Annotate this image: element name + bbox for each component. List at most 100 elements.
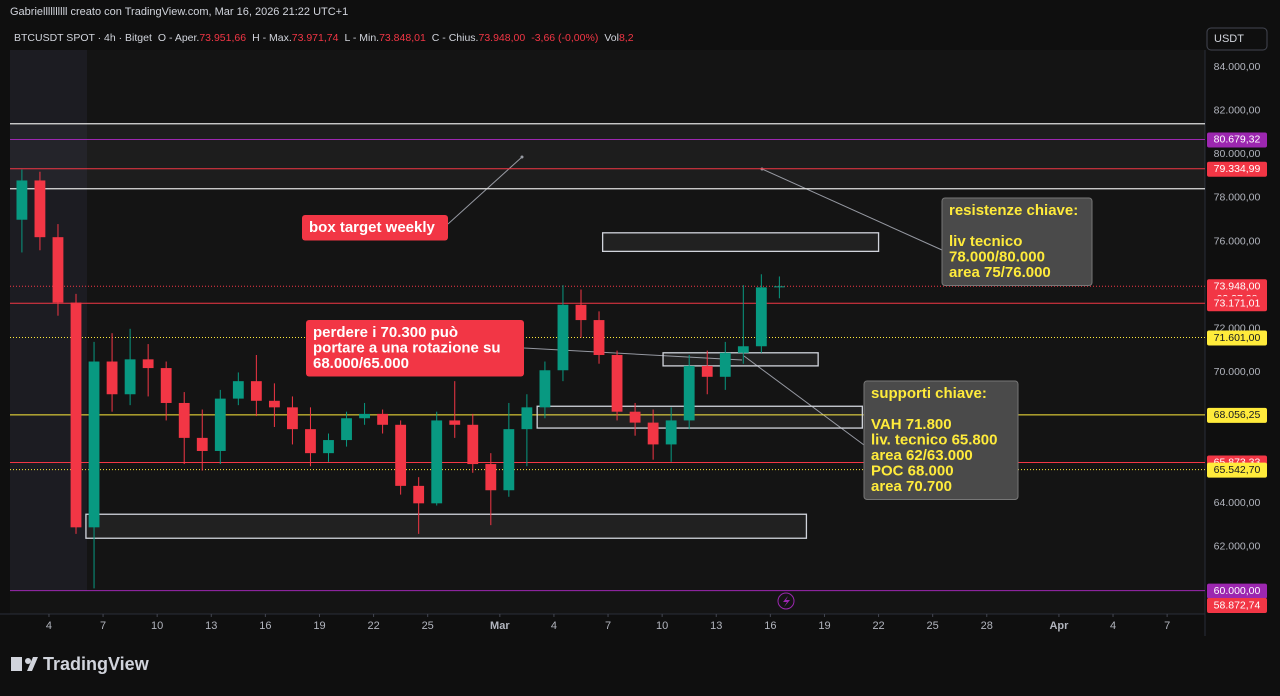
annotation-box [941, 197, 1093, 286]
candle-body [629, 411, 641, 423]
annotation-text: box target weekly [309, 219, 436, 236]
x-tick-label: 13 [710, 620, 722, 632]
annotation-text: resistenze chiave: [949, 202, 1078, 219]
price-label-box [1207, 407, 1267, 423]
x-tick-label: 10 [656, 620, 668, 632]
candle-body [142, 359, 154, 369]
legend-volume-label: Vol [604, 32, 619, 44]
header-title: Gabriellllllllll creato con TradingView.… [10, 6, 348, 18]
candle-body [16, 180, 28, 220]
candle-body [196, 437, 208, 451]
candle-body [485, 464, 497, 491]
annotation-box [306, 320, 524, 377]
price-label: 60.000,00 [1214, 585, 1261, 597]
candle-body [449, 420, 461, 425]
candle-body [773, 286, 785, 288]
legend-field-value: 73.848,01 [379, 32, 426, 44]
candle-body [557, 304, 569, 371]
annotation-text: area 70.700 [871, 478, 952, 495]
y-tick-label: 80.000,00 [1214, 148, 1261, 160]
y-tick-label: 82.000,00 [1214, 104, 1261, 116]
zone-box [601, 232, 880, 253]
brand-logo [11, 657, 38, 671]
candle-body [106, 361, 118, 395]
y-tick-label: 70.000,00 [1214, 366, 1261, 378]
annotation-text: 78.000/80.000 [949, 248, 1045, 265]
annotation-box [302, 215, 448, 241]
candle-body [701, 365, 713, 377]
currency-button[interactable] [1206, 27, 1268, 51]
annotation-text: area 75/76.000 [949, 264, 1051, 281]
candle-body [341, 418, 352, 441]
candle-body [305, 429, 316, 454]
candle-body [467, 424, 479, 465]
connectors [447, 156, 943, 446]
legend-change: -3,66 (-0,00%) [531, 32, 598, 44]
legend-symbol: BTCUSDT SPOT · 4h · Bitget [14, 32, 152, 44]
price-label: 58.872,74 [1214, 599, 1261, 611]
price-label-box [1207, 132, 1267, 148]
annotation-text: POC 68.000 [871, 462, 954, 479]
zone-box [85, 513, 808, 539]
annotation-box [863, 380, 1019, 500]
candle-body [52, 237, 64, 303]
x-tick-label: 7 [1164, 620, 1170, 632]
connector [447, 156, 523, 225]
x-tick-label: Apr [1049, 620, 1069, 632]
y-tick-label: 64.000,00 [1214, 497, 1261, 509]
legend-text: BTCUSDT SPOT · 4h · Bitget O - Aper.73.95… [14, 32, 634, 44]
candle-body [268, 400, 280, 408]
x-tick-label: 4 [1110, 620, 1116, 632]
candle-body [34, 180, 46, 238]
x-tick-label: 25 [422, 620, 434, 632]
price-label: 65.542,70 [1214, 464, 1261, 476]
legend-field-label: C - Chius. [432, 32, 479, 44]
price-label-box [1207, 598, 1267, 613]
alert-ring[interactable] [777, 592, 795, 610]
alert-icon[interactable] [777, 592, 795, 610]
candle-body [323, 440, 334, 454]
currency[interactable]: USDT [1214, 33, 1244, 45]
candle-body [232, 381, 244, 399]
candle-body [593, 320, 605, 355]
y-tick-label: 76.000,00 [1214, 235, 1261, 247]
candle-body [575, 304, 587, 321]
logo-bar [11, 657, 22, 671]
price-label: 79.334,99 [1214, 163, 1261, 175]
annotation-text: area 62/63.000 [871, 447, 973, 464]
legend-field-value: 73.971,74 [292, 32, 339, 44]
alert-bolt[interactable] [783, 596, 790, 607]
annotation-text: VAH 71.800 [871, 416, 952, 433]
y-tick-label: 62.000,00 [1214, 541, 1261, 553]
x-tick-label: 16 [259, 620, 271, 632]
candle-body [683, 365, 695, 421]
candle-body [214, 398, 226, 451]
candle-body [755, 287, 767, 347]
annotation-text: supporti chiave: [871, 385, 987, 402]
candle-body [737, 346, 749, 353]
candle-body [503, 429, 515, 491]
x-tick-label: 22 [872, 620, 884, 632]
logo-dot [25, 658, 31, 664]
price-label: 73.948,00 [1214, 281, 1261, 293]
x-tick-label: 19 [818, 620, 830, 632]
candle-body [539, 370, 551, 408]
candle-body [647, 422, 659, 445]
candle-body [719, 352, 731, 377]
legend-field-value: 73.951,66 [199, 32, 246, 44]
annotation-text: liv. tecnico 65.800 [871, 431, 997, 448]
zone-box [662, 352, 819, 367]
connector-dot [520, 155, 524, 159]
x-tick-label: 22 [367, 620, 379, 632]
brand: TradingView [43, 654, 150, 674]
legend-field-label: H - Max. [252, 32, 292, 44]
legend: BTCUSDT SPOT · 4h · Bitget O - Aper.73.95… [14, 32, 634, 44]
candle-body [359, 413, 370, 419]
legend-volume: 8,2 [619, 32, 634, 44]
candle-body [70, 302, 82, 528]
price-label-box [1207, 296, 1267, 312]
candle-body [250, 381, 262, 401]
candle-body [521, 407, 533, 430]
x-tick-label: 28 [981, 620, 993, 632]
plot-area [10, 50, 1205, 614]
